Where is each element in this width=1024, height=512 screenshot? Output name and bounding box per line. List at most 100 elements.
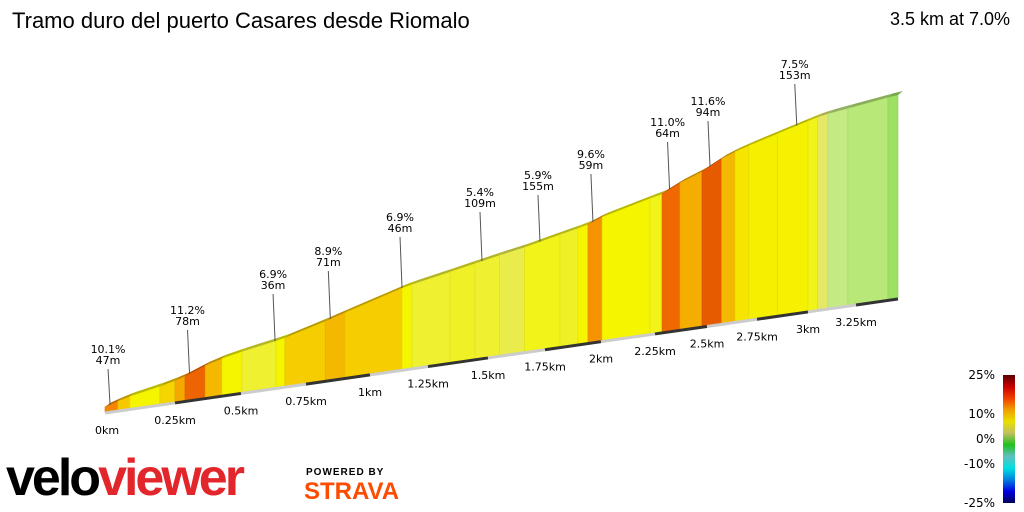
gradient-legend: 25% 10% 0% -10% -25% [964, 368, 1015, 510]
legend-label: 25% [968, 368, 995, 382]
profile-segment [587, 216, 603, 343]
x-tick-label: 0km [95, 424, 119, 437]
x-tick-label: 1km [358, 386, 382, 399]
profile-top-edge [777, 116, 813, 134]
profile-top-edge [577, 220, 594, 229]
profile-segment [221, 351, 243, 396]
annotation-leader [399, 236, 403, 289]
annotations: 10.1%47m11.2%78m6.9%36m8.9%71m6.9%46m5.4… [91, 58, 811, 405]
climb-summary: 3.5 km at 7.0% [889, 9, 1010, 29]
axis-segment [487, 348, 546, 360]
profile-top-edge [847, 93, 893, 109]
profile-top-edge [344, 284, 408, 313]
profile-segment [679, 170, 703, 330]
x-tick-label: 1.75km [524, 361, 566, 374]
strava-logo: STRAVA [304, 478, 400, 505]
profile-segment [827, 107, 849, 309]
profile-top-edge [276, 333, 290, 341]
profile-segment [411, 271, 451, 369]
profile-segment [284, 320, 326, 387]
axis-segment [706, 317, 758, 328]
annotation-length: 59m [579, 159, 604, 172]
profile-segment [275, 337, 286, 388]
axis-segment [104, 401, 176, 415]
legend-label: -25% [964, 496, 995, 510]
legend-label: -10% [964, 457, 995, 471]
axis-segment [174, 391, 242, 405]
colorbar [1003, 375, 1015, 503]
annotation-length: 153m [779, 69, 811, 82]
annotation-gradient: 8.9% [314, 245, 342, 258]
profile-top-edge [721, 147, 740, 159]
annotation-leader [667, 141, 671, 190]
annotation-length: 109m [464, 197, 496, 210]
chart-title: Tramo duro del puerto Casares desde Riom… [12, 8, 470, 33]
profile-segment [748, 133, 778, 320]
profile-top-edge [117, 392, 135, 402]
annotation-leader [707, 120, 711, 167]
axis-segment [544, 340, 602, 352]
profile-top-edge [175, 372, 191, 381]
profile-top-edge [524, 230, 566, 248]
x-tick-label: 3.25km [835, 316, 877, 329]
x-tick-label: 0.5km [224, 404, 259, 417]
veloviewer-logo: veloviewer [6, 448, 245, 508]
profile-top-edge [411, 267, 456, 285]
profile-top-edge [560, 224, 583, 235]
annotation-length: 78m [175, 315, 200, 328]
logo-viewer: viewer [98, 449, 245, 507]
x-tick-label: 2.25km [634, 345, 676, 358]
profile-segment [401, 283, 413, 370]
profile-top-edge [159, 376, 180, 387]
profile-segment [817, 113, 829, 310]
axis-segment [369, 365, 429, 377]
annotation-leader [794, 83, 798, 126]
profile-segment [184, 365, 206, 401]
profile-segment [577, 223, 589, 345]
profile-top-edge [887, 91, 903, 98]
profile-top-edge [662, 178, 685, 194]
annotation-length: 47m [96, 354, 121, 367]
annotation-gradient: 10.1% [91, 343, 126, 356]
profile-top-edge [129, 382, 165, 397]
profile-top-edge [221, 347, 248, 359]
profile-segment [661, 182, 681, 333]
profile-segment [701, 158, 722, 327]
annotation-leader [590, 173, 594, 222]
profile-segment [807, 116, 818, 312]
x-tick-label: 1.25km [407, 378, 449, 391]
axis-segment [654, 324, 708, 336]
annotation-gradient: 7.5% [781, 58, 809, 71]
profile-top-edge [817, 109, 833, 118]
annotation-length: 155m [522, 180, 554, 193]
profile-top-edge [325, 308, 350, 322]
profile-top-edge [827, 104, 853, 114]
annotation-length: 64m [655, 127, 680, 140]
annotation-gradient: 9.6% [577, 148, 605, 161]
profile-top-edge [284, 317, 331, 338]
annotation-gradient: 11.2% [170, 304, 205, 317]
profile-segment [887, 94, 899, 300]
profile-top-edge [808, 113, 823, 121]
powered-by-label: POWERED BY [306, 467, 385, 478]
annotation-leader [479, 211, 483, 262]
annotation-leader [537, 194, 541, 242]
profile-top-edge [702, 154, 727, 172]
axis-segment [240, 382, 307, 395]
annotation-leader [272, 293, 276, 342]
profile-segment [559, 227, 579, 347]
legend-label: 10% [968, 407, 995, 421]
annotation-leader [327, 270, 331, 319]
profile-top-edge [105, 397, 123, 407]
profile-segment [524, 234, 561, 353]
annotation-gradient: 11.6% [691, 95, 726, 108]
profile-top-edge [749, 129, 783, 146]
annotation-length: 94m [696, 106, 721, 119]
profile-segment [734, 145, 750, 322]
annotation-gradient: 6.9% [386, 211, 414, 224]
profile-segment [324, 312, 346, 381]
annotation-gradient: 6.9% [259, 268, 287, 281]
distance-axis: 0km 0.25km 0.5km 0.75km 1km 1.25km 1.5km 1.75km… [95, 297, 899, 437]
axis-segment [807, 303, 857, 314]
